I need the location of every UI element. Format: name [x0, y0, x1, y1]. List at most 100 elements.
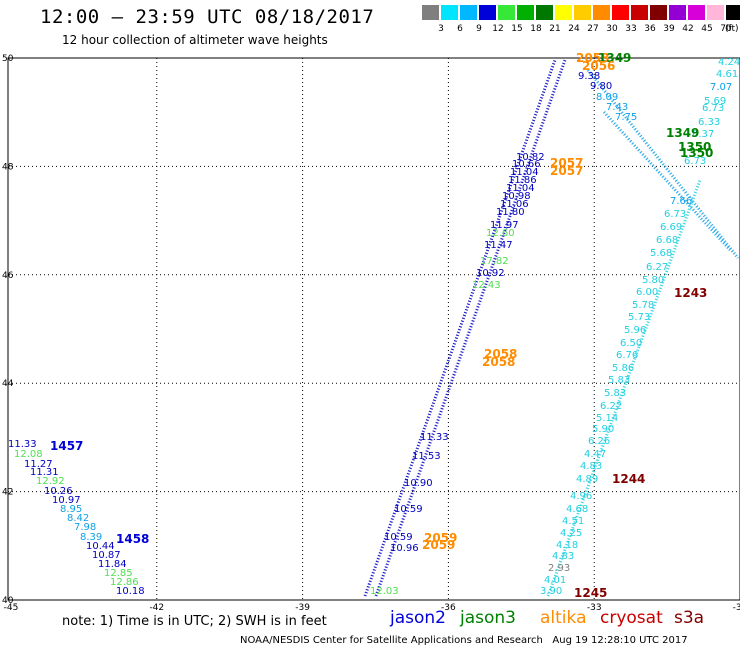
wave-height-label: 2.93 [548, 563, 570, 574]
wave-height-label: 4.24 [718, 57, 740, 68]
wave-height-label: 4.83 [580, 461, 602, 472]
wave-height-label: 12.92 [36, 476, 65, 487]
footer-credit: NOAA/NESDIS Center for Satellite Applica… [240, 635, 688, 646]
legend: note: 1) Time is in UTC; 2) SWH is in fe… [62, 608, 740, 634]
colorbar-swatch [536, 5, 553, 20]
pass-time-label: 2059 [422, 538, 455, 552]
lon-tick-label: -42 [149, 603, 164, 613]
wave-height-label: 12.03 [370, 586, 399, 597]
pass-time-label: 1349 [598, 51, 631, 65]
wave-height-label: 4.01 [544, 575, 566, 586]
wave-height-label: 10.98 [502, 191, 531, 202]
wave-height-label: 11.86 [508, 175, 537, 186]
pass-time-label: 2057 [550, 156, 583, 170]
wave-height-label: 11.97 [490, 220, 519, 231]
wave-height-label: 5.83 [608, 375, 630, 386]
lon-tick-label: -39 [295, 603, 310, 613]
colorbar-label: 9 [476, 24, 482, 34]
wave-height-label: 5.69 [704, 96, 726, 107]
wave-height-label: 11.47 [484, 240, 513, 251]
wave-height-label: 10.18 [116, 586, 145, 597]
pass-time-label: 2057 [550, 164, 583, 178]
colorbar-swatch [707, 5, 724, 20]
wave-height-label: 5.96 [624, 325, 646, 336]
colorbar-swatch [669, 5, 686, 20]
pass-time-label: 1458 [116, 532, 149, 546]
colorbar-swatch [726, 5, 740, 20]
wave-height-label: 5.90 [592, 424, 614, 435]
colorbar-swatch [688, 5, 705, 20]
wave-height-label: 4.51 [562, 516, 584, 527]
wave-height-label: 10.26 [44, 486, 73, 497]
colorbar-swatch [650, 5, 667, 20]
wave-height-label: 10.90 [404, 478, 433, 489]
colorbar-swatch [612, 5, 629, 20]
colorbar-label: 33 [625, 24, 637, 34]
wave-height-colorbar: 3 6 9 12 15 18 21 24 27 30 33 36 39 42 45 70 (ft) [422, 5, 740, 37]
colorbar-label: 12 [492, 24, 504, 34]
wave-height-label: 6.00 [636, 287, 658, 298]
wave-height-label: 10.44 [86, 541, 115, 552]
colorbar-label: 3 [438, 24, 444, 34]
pass-time-label: 1350 [680, 146, 713, 160]
colorbar-swatch [460, 5, 477, 20]
pass-time-label: 1349 [666, 126, 699, 140]
wave-height-label: 4.96 [570, 491, 592, 502]
colorbar-label: 18 [530, 24, 542, 34]
wave-height-label: 6.76 [616, 350, 638, 361]
wave-height-label: 6.73 [702, 103, 724, 114]
wave-height-label: 8.42 [67, 513, 89, 524]
ground-track [363, 59, 557, 597]
pass-time-label: 2058 [576, 51, 609, 65]
colorbar-swatch [517, 5, 534, 20]
pass-time-label: 1350 [678, 140, 711, 154]
wave-height-label: 7.75 [615, 112, 637, 123]
wave-height-label: 11.84 [98, 559, 127, 570]
map-title: 12:00 – 23:59 UTC 08/18/2017 [40, 6, 375, 28]
lat-tick-label: 46 [2, 271, 14, 281]
colorbar-swatch [498, 5, 515, 20]
colorbar-swatch [574, 5, 591, 20]
wave-height-label: 5.78 [632, 300, 654, 311]
wave-height-label: 6.33 [698, 117, 720, 128]
wave-height-label: 6.68 [656, 235, 678, 246]
wave-height-label: 10.82 [516, 152, 545, 163]
wave-height-label: 10.59 [384, 532, 413, 543]
wave-height-label: 12.08 [14, 449, 43, 460]
wave-height-label: 4.18 [556, 540, 578, 551]
colorbar-label: 27 [587, 24, 599, 34]
wave-height-label: 8.39 [80, 532, 102, 543]
wave-height-label: 11.80 [496, 207, 525, 218]
wave-height-label: 8.09 [596, 92, 618, 103]
wave-height-label: 8.95 [60, 504, 82, 515]
lat-tick-label: 40 [2, 596, 14, 606]
lon-tick-label: -36 [441, 603, 456, 613]
colorbar-label: 30 [606, 24, 618, 34]
wave-height-label: 6.26 [588, 436, 610, 447]
wave-height-label: 4.61 [716, 69, 738, 80]
map-frame [7, 57, 740, 601]
colorbar-swatch [441, 5, 458, 20]
pass-time-label: 2056 [582, 59, 615, 73]
wave-height-label: 5.86 [612, 363, 634, 374]
wave-height-label: 11.53 [412, 451, 441, 462]
lat-tick-label: 42 [2, 488, 13, 498]
wave-height-label: 12.43 [472, 280, 501, 291]
wave-height-label: 6.69 [660, 222, 682, 233]
wave-height-label: 11.04 [510, 167, 539, 178]
colorbar-label: 42 [682, 24, 694, 34]
satellite-legend-altika: altika [540, 608, 587, 628]
wave-height-label: 11.31 [30, 467, 59, 478]
pass-time-label: 1245 [574, 586, 607, 600]
footer-org: NOAA/NESDIS Center for Satellite Applica… [240, 635, 543, 646]
satellite-legend-s3a: s3a [674, 608, 705, 628]
lat-tick-label: 48 [2, 162, 14, 172]
wave-height-label: 10.92 [476, 268, 505, 279]
wave-height-label: 5.14 [596, 413, 618, 424]
wave-height-label: 11.04 [506, 183, 535, 194]
wave-height-label: 7.43 [606, 102, 628, 113]
wave-height-label: 17.82 [480, 256, 509, 267]
wave-height-label: 10.96 [390, 543, 419, 554]
wave-height-label: 12.85 [104, 568, 133, 579]
wave-height-label: 7.66 [670, 196, 692, 207]
